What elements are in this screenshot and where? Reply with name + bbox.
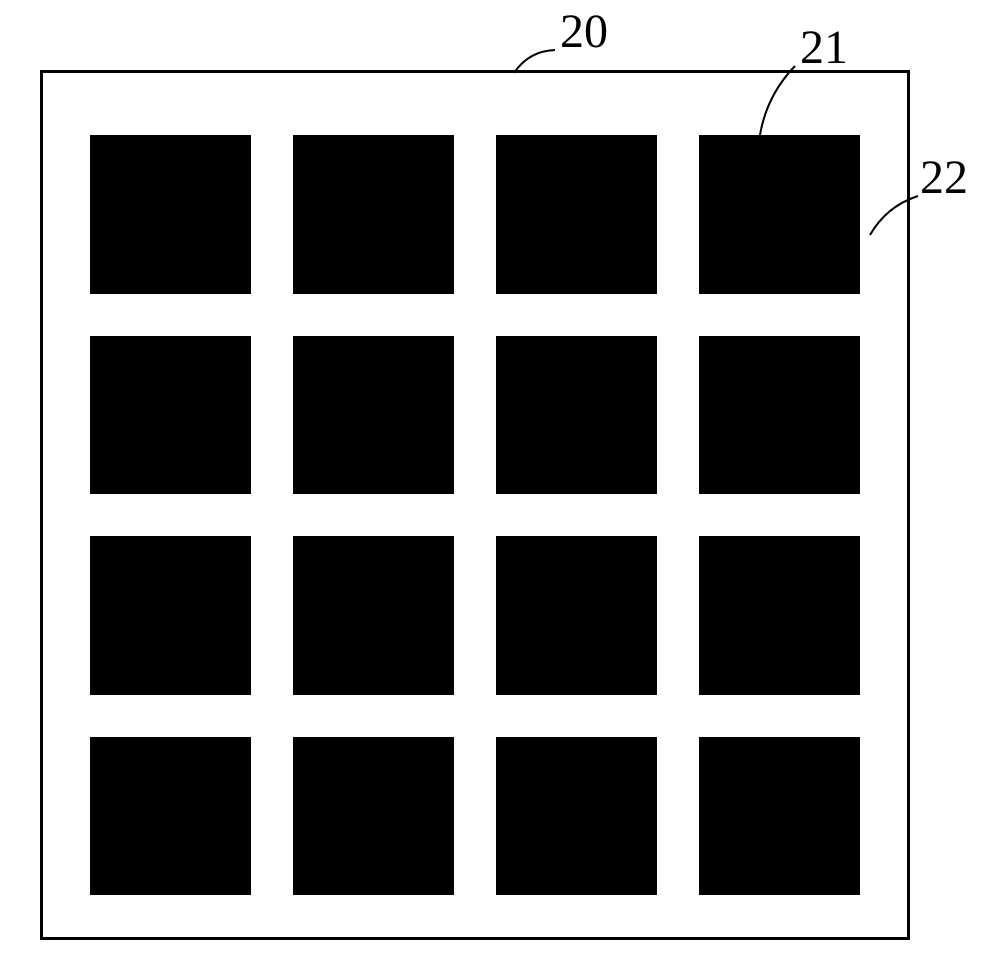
label-21: 21 [800, 20, 848, 75]
grid-cell [90, 737, 251, 896]
grid-cell [699, 536, 860, 695]
grid-cell [293, 135, 454, 294]
label-20: 20 [560, 4, 608, 59]
grid-cell [496, 737, 657, 896]
grid-cell [496, 336, 657, 495]
grid-cell [90, 336, 251, 495]
grid-cell [699, 135, 860, 294]
grid-cell [90, 135, 251, 294]
grid-cell [293, 536, 454, 695]
grid-cell [496, 536, 657, 695]
grid-cell [496, 135, 657, 294]
grid-cell [293, 336, 454, 495]
grid-cell [699, 336, 860, 495]
grid-cell [293, 737, 454, 896]
grid-cell [699, 737, 860, 896]
grid-cell [90, 536, 251, 695]
grid-container [90, 135, 860, 895]
label-22: 22 [920, 150, 968, 205]
